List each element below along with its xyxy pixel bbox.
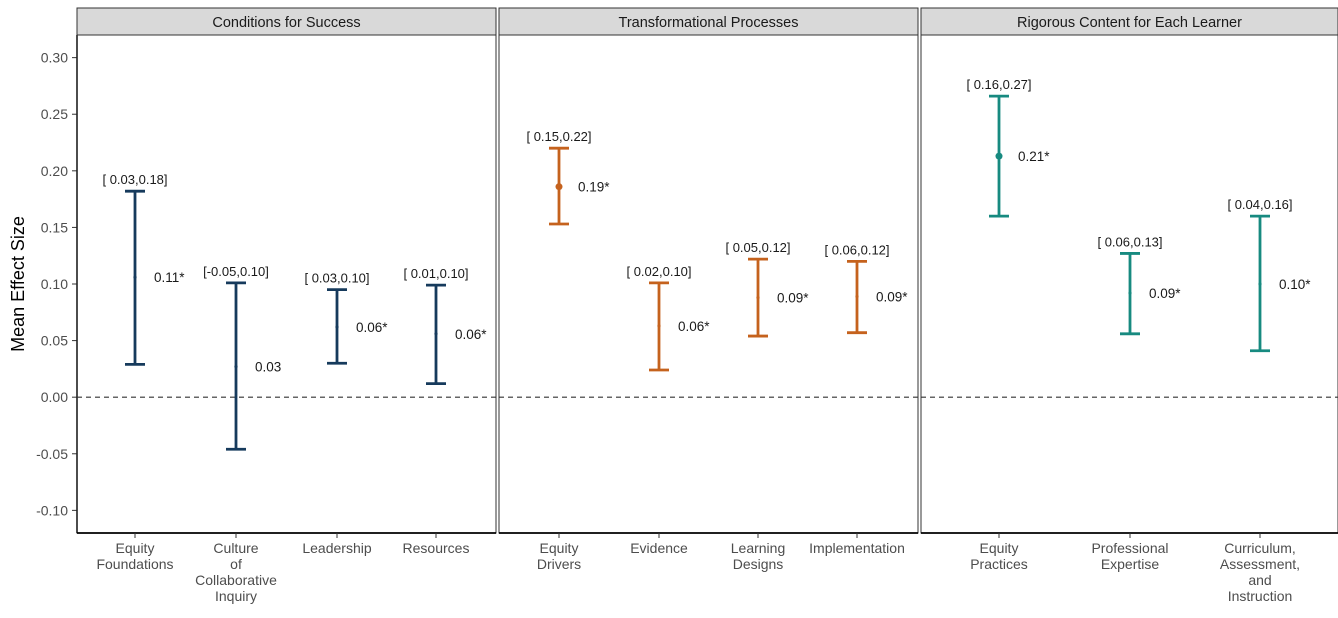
panel-strip [76, 7, 497, 36]
y-tick-label: 0.20 [41, 163, 68, 179]
mean-point [657, 324, 661, 328]
mean-point [1258, 282, 1262, 286]
ci-label: [ 0.04,0.16] [1227, 197, 1292, 212]
x-category-label: Curriculum, [1224, 540, 1296, 556]
mean-label: 0.21* [1018, 149, 1050, 164]
mean-label: 0.06* [455, 327, 487, 342]
mean-point [995, 152, 1003, 160]
mean-point [234, 365, 238, 369]
x-category-label: Assessment, [1220, 556, 1300, 572]
mean-point [434, 332, 438, 336]
y-axis-title: Mean Effect Size [8, 216, 28, 352]
mean-point [555, 183, 563, 191]
x-category-label: Collaborative [195, 572, 277, 588]
panel-title: Conditions for Success [212, 15, 360, 31]
x-category-label: Instruction [1228, 588, 1293, 604]
x-category-label: Learning [731, 540, 786, 556]
x-category-label: Inquiry [215, 588, 257, 604]
x-category-label: Professional [1091, 540, 1168, 556]
y-tick-label: -0.10 [36, 502, 68, 518]
ci-label: [ 0.06,0.13] [1097, 234, 1162, 249]
mean-label: 0.09* [876, 289, 908, 304]
x-category-label: Foundations [96, 556, 173, 572]
panel-title: Transformational Processes [619, 15, 799, 31]
y-tick-label: 0.25 [41, 106, 68, 122]
mean-label: 0.06* [678, 319, 710, 334]
panel-strip [498, 7, 919, 36]
x-category-label: Practices [970, 556, 1028, 572]
x-category-label: Leadership [302, 540, 371, 556]
y-tick-label: 0.10 [41, 276, 68, 292]
panel-title: Rigorous Content for Each Learner [1017, 15, 1242, 31]
x-category-label: and [1248, 572, 1271, 588]
mean-point [756, 295, 760, 300]
ci-label: [ 0.03,0.18] [102, 172, 167, 187]
mean-label: 0.03 [255, 360, 281, 375]
ci-label: [ 0.02,0.10] [626, 264, 691, 279]
x-category-label: Drivers [537, 556, 581, 572]
mean-point [855, 294, 859, 299]
x-category-label: Equity [116, 540, 155, 556]
mean-point [335, 325, 339, 329]
x-category-label: Equity [540, 540, 579, 556]
ci-label: [ 0.06,0.12] [824, 242, 889, 257]
y-tick-label: 0.30 [41, 50, 68, 66]
x-category-label: Equity [980, 540, 1019, 556]
x-category-label: Resources [403, 540, 470, 556]
mean-label: 0.10* [1279, 277, 1311, 292]
ci-label: [ 0.16,0.27] [966, 77, 1031, 92]
mean-point [1128, 291, 1132, 295]
mean-label: 0.09* [1149, 286, 1181, 301]
panel-frame [498, 34, 919, 534]
mean-label: 0.06* [356, 320, 388, 335]
mean-label: 0.11* [154, 270, 185, 285]
x-category-label: Evidence [630, 540, 688, 556]
x-category-label: of [230, 556, 242, 572]
ci-label: [-0.05,0.10] [203, 264, 269, 279]
mean-label: 0.19* [578, 180, 610, 195]
y-tick-label: 0.15 [41, 219, 68, 235]
y-tick-label: 0.05 [41, 333, 68, 349]
ci-label: [ 0.01,0.10] [403, 266, 468, 281]
mean-point [133, 275, 137, 279]
x-category-label: Expertise [1101, 556, 1160, 572]
y-tick-label: -0.05 [36, 446, 68, 462]
ci-label: [ 0.15,0.22] [526, 129, 591, 144]
mean-label: 0.09* [777, 291, 809, 306]
x-category-label: Culture [213, 540, 258, 556]
y-tick-label: 0.00 [41, 389, 68, 405]
x-category-label: Designs [733, 556, 784, 572]
ci-label: [ 0.03,0.10] [304, 271, 369, 286]
x-category-label: Implementation [809, 540, 905, 556]
panel-strip [920, 7, 1338, 36]
ci-label: [ 0.05,0.12] [725, 240, 790, 255]
